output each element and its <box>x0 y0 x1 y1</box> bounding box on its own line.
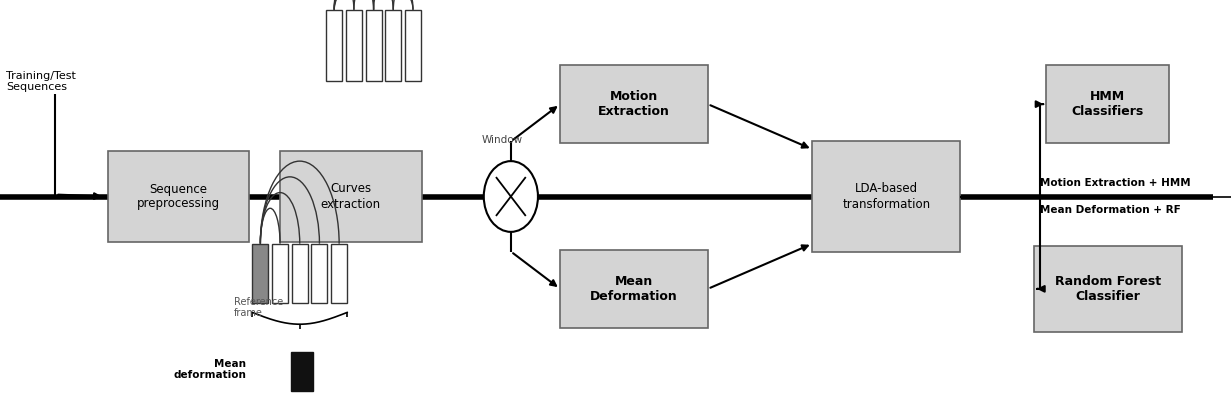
FancyBboxPatch shape <box>560 250 708 328</box>
FancyBboxPatch shape <box>292 244 308 303</box>
FancyBboxPatch shape <box>331 244 347 303</box>
Text: HMM
Classifiers: HMM Classifiers <box>1072 90 1144 118</box>
FancyBboxPatch shape <box>346 10 362 81</box>
FancyBboxPatch shape <box>812 141 960 252</box>
FancyBboxPatch shape <box>366 10 382 81</box>
FancyBboxPatch shape <box>108 151 249 242</box>
FancyBboxPatch shape <box>272 244 288 303</box>
Ellipse shape <box>484 161 538 232</box>
Text: Motion
Extraction: Motion Extraction <box>598 90 670 118</box>
Text: Mean
Deformation: Mean Deformation <box>590 275 678 303</box>
FancyBboxPatch shape <box>279 151 421 242</box>
Text: Motion Extraction + HMM: Motion Extraction + HMM <box>1040 178 1190 188</box>
Text: Reference
frame: Reference frame <box>234 297 283 318</box>
Text: Mean Deformation + RF: Mean Deformation + RF <box>1040 205 1181 215</box>
FancyBboxPatch shape <box>326 10 342 81</box>
FancyBboxPatch shape <box>560 65 708 143</box>
Text: Mean
deformation: Mean deformation <box>174 359 246 380</box>
Text: Window: Window <box>481 136 523 145</box>
FancyBboxPatch shape <box>1034 246 1182 332</box>
FancyBboxPatch shape <box>1046 65 1169 143</box>
Text: Training/Test
Sequences: Training/Test Sequences <box>6 71 76 92</box>
Text: Random Forest
Classifier: Random Forest Classifier <box>1055 275 1161 303</box>
FancyBboxPatch shape <box>405 10 421 81</box>
Text: Sequence
preprocessing: Sequence preprocessing <box>137 182 220 211</box>
FancyBboxPatch shape <box>252 244 268 303</box>
FancyBboxPatch shape <box>291 352 313 391</box>
FancyBboxPatch shape <box>311 244 327 303</box>
Text: Curves
extraction: Curves extraction <box>321 182 380 211</box>
Text: LDA-based
transformation: LDA-based transformation <box>842 182 931 211</box>
FancyBboxPatch shape <box>385 10 401 81</box>
